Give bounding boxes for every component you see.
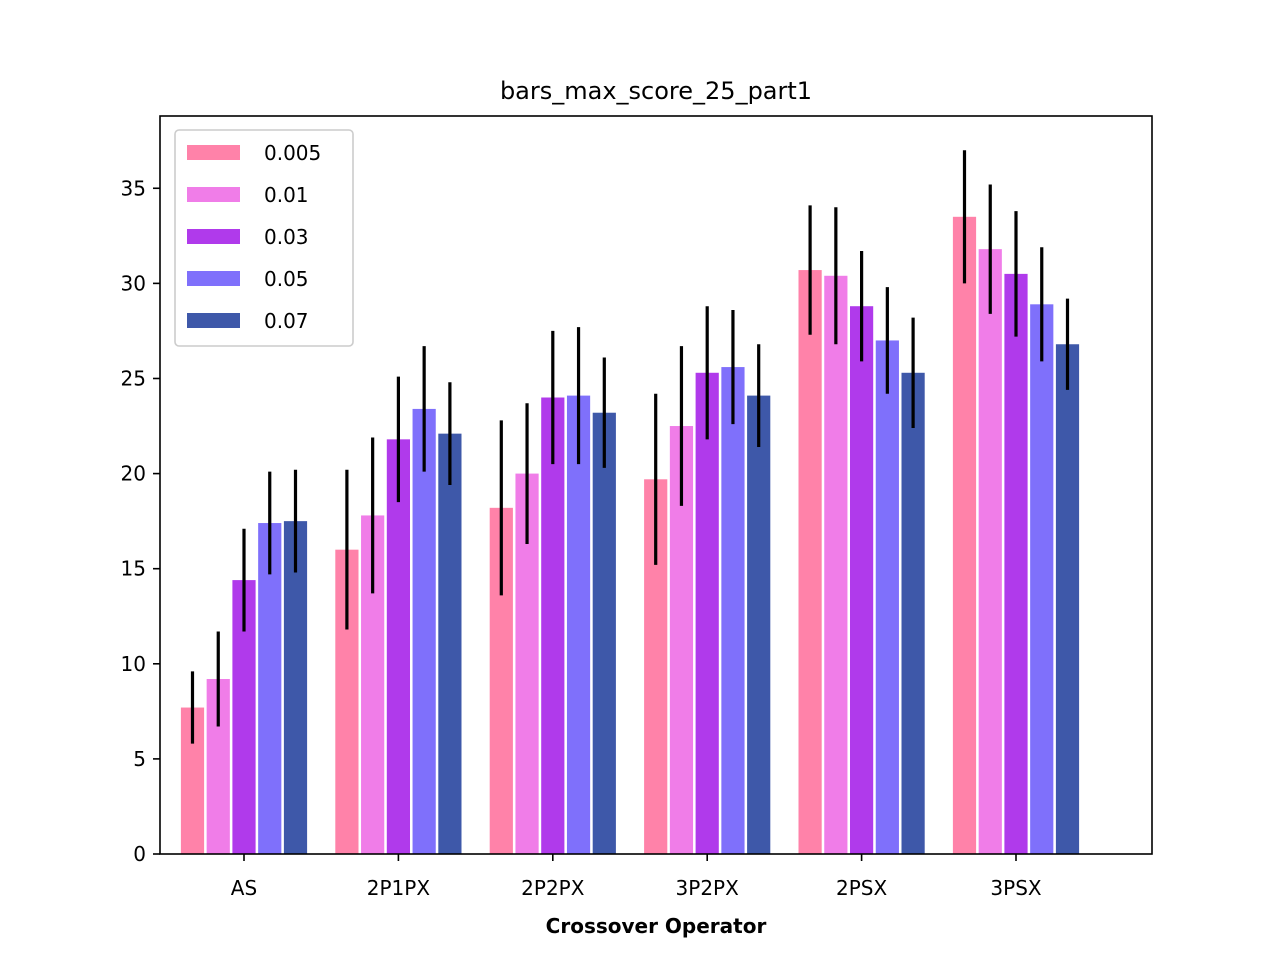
bar-0.03-2P2PX	[541, 397, 565, 854]
bar-0.05-AS	[258, 523, 282, 854]
bar-0.07-2P2PX	[592, 412, 616, 854]
bar-0.01-2P2PX	[515, 473, 539, 854]
y-tick-label-15: 15	[121, 557, 146, 581]
x-axis: AS 2P1PX 2P2PX 3P2PX 2PSX 3PSX	[231, 854, 1042, 900]
y-axis: 0 5 10 15 20 25 30 35	[121, 176, 160, 866]
bar-0.005-2P2PX	[489, 507, 513, 854]
bar-0.07-3PSX	[1055, 344, 1080, 854]
bar-0.01-2P1PX	[361, 515, 385, 854]
bar-0.07-2P1PX	[438, 433, 462, 854]
legend: 0.005 0.01 0.03 0.05 0.07	[174, 129, 354, 347]
x-axis-label: Crossover Operator	[546, 914, 767, 938]
bar-0.01-3P2PX	[669, 426, 694, 854]
legend-swatch-0.01	[187, 187, 240, 202]
x-tick-label-3P2PX: 3P2PX	[676, 876, 740, 900]
x-tick-label-AS: AS	[231, 876, 257, 900]
y-tick-label-0: 0	[133, 842, 146, 866]
bar-0.005-3PSX	[952, 216, 977, 855]
y-tick-label-10: 10	[121, 652, 146, 676]
x-tick-label-2PSX: 2PSX	[836, 876, 887, 900]
legend-swatch-0.07	[187, 313, 240, 328]
legend-label-0.03: 0.03	[264, 225, 309, 249]
error-bars-layer	[190, 150, 1070, 744]
legend-label-0.05: 0.05	[264, 267, 309, 291]
bars-layer	[180, 216, 1080, 855]
bar-0.05-3P2PX	[721, 367, 745, 854]
bar-0.005-3P2PX	[644, 479, 668, 854]
bar-0.05-2P1PX	[412, 408, 436, 854]
bar-0.07-2PSX	[901, 372, 925, 854]
bar-0.05-3PSX	[1030, 304, 1054, 854]
chart-title: bars_max_score_25_part1	[500, 77, 812, 105]
legend-swatch-0.05	[187, 271, 240, 286]
bar-0.03-AS	[232, 580, 256, 854]
x-tick-label-3PSX: 3PSX	[990, 876, 1041, 900]
bar-0.01-2PSX	[824, 275, 848, 854]
bar-0.03-3P2PX	[695, 372, 719, 854]
x-tick-label-2P2PX: 2P2PX	[521, 876, 585, 900]
legend-swatch-0.005	[187, 145, 240, 160]
bar-0.07-3P2PX	[747, 395, 771, 854]
bar-0.01-AS	[206, 679, 230, 854]
y-tick-label-25: 25	[121, 366, 146, 390]
bar-0.03-2P1PX	[386, 439, 410, 854]
y-tick-label-20: 20	[121, 462, 146, 486]
bar-0.05-2P2PX	[566, 395, 591, 854]
plot-area-frame	[159, 115, 1153, 855]
bar-0.07-AS	[283, 521, 308, 854]
bar-0.05-2PSX	[875, 340, 899, 854]
bar-0.005-2PSX	[798, 270, 822, 854]
legend-box	[174, 129, 354, 347]
legend-label-0.005: 0.005	[264, 141, 321, 165]
y-tick-label-35: 35	[121, 176, 146, 200]
legend-label-0.01: 0.01	[264, 183, 309, 207]
y-tick-label-30: 30	[121, 271, 146, 295]
bar-0.03-3PSX	[1004, 273, 1028, 855]
bar-0.01-3PSX	[978, 249, 1002, 854]
legend-swatch-0.03	[187, 229, 240, 244]
x-tick-label-2P1PX: 2P1PX	[367, 876, 431, 900]
bar-0.005-2P1PX	[335, 549, 359, 854]
bar-0.005-AS	[180, 707, 205, 854]
bar-0.03-2PSX	[850, 306, 874, 854]
legend-label-0.07: 0.07	[264, 309, 309, 333]
y-tick-label-5: 5	[133, 747, 146, 771]
